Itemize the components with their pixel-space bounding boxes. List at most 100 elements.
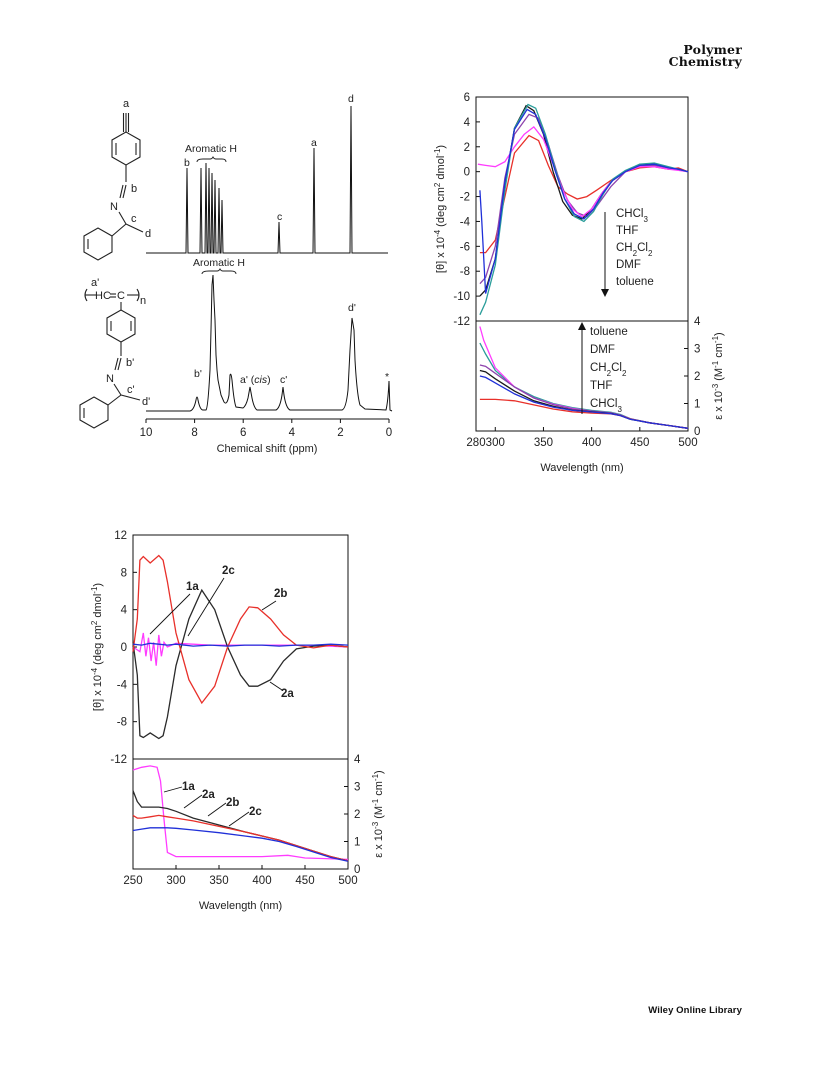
uv-series-line: [132, 827, 349, 862]
cd-annotation-leader: [187, 577, 225, 637]
cd-annotation-label: 2b: [274, 588, 287, 600]
cd-annotation-leader: [269, 681, 283, 691]
monomer-nmr-spectrum: [146, 105, 388, 254]
cd-series-line: [479, 103, 689, 316]
y-tick-label-top: -10: [453, 291, 470, 303]
y-axis-label-top: [θ] x 10-4 (deg cm2 dmol-1): [90, 583, 105, 711]
x-tick-label: 400: [582, 437, 601, 449]
polymer-struct-hc: HC: [95, 290, 111, 302]
polymer-peak-b: b': [194, 368, 202, 380]
cd-series-line: [132, 588, 349, 740]
y-tick-label-bottom: 2: [694, 371, 700, 383]
y-tick-label-top: -8: [460, 266, 470, 278]
uv-series-line: [479, 342, 689, 429]
y-axis-label-bottom: ε x 10-3 (M-1 cm-1): [371, 770, 386, 857]
nmr-tick-label: 0: [386, 427, 392, 439]
nmr-tick-label: 8: [191, 427, 197, 439]
monomer-peak-a: a: [311, 137, 317, 149]
uv-legend-entry: THF: [590, 380, 612, 392]
solvent-cd-uv-chart: 280 300 350 400 450 500 6 4 2 0 -2 -4 -6 -8 -10 -12 4 3 2 1…: [433, 92, 726, 474]
monomer-struct-label-c: c: [131, 213, 137, 225]
monomer-structure: [83, 113, 144, 261]
cd-legend-entry: DMF: [616, 259, 641, 271]
y-tick-label-bottom: 1: [694, 399, 700, 411]
y-axis-label-top: [θ] x 10-4 (deg cm2 dmol-1): [433, 145, 448, 273]
nmr-tick-label: 2: [337, 427, 343, 439]
x-tick-label: 300: [166, 875, 185, 887]
nmr-tick-label: 4: [289, 427, 296, 439]
y-tick-label-top: 0: [464, 167, 470, 179]
y-tick-label-top: 4: [464, 117, 471, 129]
y-tick-label-top: 2: [464, 142, 470, 154]
publisher-footer: Wiley Online Library: [648, 1005, 742, 1016]
plot-frame: [475, 96, 689, 432]
uv-annotation-label: 2a: [202, 789, 215, 801]
plot-frame: [132, 534, 349, 870]
uv-annotation-leader: [207, 802, 227, 817]
y-tick-label-top: 8: [121, 567, 127, 579]
cd-series-line: [132, 554, 349, 705]
polymer-peak-c: c': [280, 374, 287, 386]
cd-series-line: [132, 642, 349, 647]
y-tick-label-top: 0: [121, 642, 127, 654]
y-tick-label-top: -12: [453, 316, 470, 328]
y-tick-label-top: -2: [460, 192, 470, 204]
uv-legend-entry: DMF: [590, 344, 615, 356]
y-tick-label-top: 12: [114, 530, 127, 542]
monomer-struct-label-b: b: [131, 183, 137, 195]
nmr-x-ticks: 10 8 6 4 2 0: [140, 419, 392, 439]
x-axis-label: Wavelength (nm): [199, 900, 282, 912]
y-tick-label-bottom: 4: [354, 754, 361, 766]
monomer-struct-label-d: d: [145, 228, 151, 240]
polymer-cd-uv-chart: 250 300 350 400 450 500 12 8 4 0 -4 -8 -12 4 3 2 1 0 Wavel…: [90, 530, 386, 912]
polymer-struct-label-a: a': [91, 277, 99, 289]
cd-series-line: [132, 632, 349, 666]
nmr-x-axis-label: Chemical shift (ppm): [217, 443, 318, 455]
cd-series-line: [477, 125, 689, 218]
uv-legend-entry: CHCl3: [590, 398, 622, 414]
y-tick-label-bottom: 3: [354, 782, 360, 794]
cd-legend-entry: THF: [616, 225, 638, 237]
x-tick-label: 450: [295, 875, 314, 887]
polymer-structure: [79, 288, 141, 429]
uv-annotation-leader: [163, 786, 183, 793]
uv-series-line: [132, 814, 349, 862]
y-tick-label-top: 6: [464, 92, 470, 104]
y-tick-label-bottom: 4: [694, 316, 701, 328]
uv-series-line: [132, 765, 349, 861]
y-tick-label-top: -4: [117, 679, 128, 691]
journal-name-line1: Polymer: [683, 42, 742, 57]
x-tick-label: 450: [630, 437, 649, 449]
uv-annotation-label: 2c: [249, 806, 262, 818]
polymer-aromatic-label: Aromatic H: [193, 257, 245, 269]
monomer-aromatic-label: Aromatic H: [185, 143, 237, 155]
y-tick-label-bottom: 0: [354, 864, 360, 876]
uv-annotation-label: 2b: [226, 797, 239, 809]
monomer-struct-label-n: N: [110, 201, 118, 213]
nmr-figure: a b N c d b c a d Aromatic H: [79, 93, 393, 455]
uv-series-line: [479, 364, 689, 429]
cd-legend-entry: CHCl3: [616, 208, 648, 224]
polymer-struct-c: C: [117, 290, 125, 302]
cd-legend-entry: toluene: [616, 276, 654, 288]
polymer-peak-star: *: [385, 371, 389, 383]
cd-series-line: [479, 113, 689, 285]
y-tick-label-top: -4: [460, 216, 471, 228]
monomer-aromatic-brace: [196, 155, 227, 163]
monomer-peak-c: c: [277, 211, 282, 223]
uv-annotation-leader: [228, 811, 250, 827]
y-tick-label-top: 4: [121, 605, 128, 617]
x-tick-label: 350: [209, 875, 228, 887]
monomer-struct-label-a: a: [123, 98, 130, 110]
cd-annotation-label: 2c: [222, 565, 235, 577]
cd-series-line: [479, 108, 689, 294]
uv-series-line: [479, 369, 689, 429]
y-tick-label-top: -6: [460, 241, 470, 253]
polymer-aromatic-brace: [201, 267, 237, 275]
cd-annotation-label: 1a: [186, 581, 199, 593]
uv-legend-entry: toluene: [590, 326, 628, 338]
cd-legend-entry: CH2Cl2: [616, 242, 653, 258]
x-axis-label: Wavelength (nm): [540, 462, 623, 474]
nmr-tick-label: 10: [140, 427, 153, 439]
